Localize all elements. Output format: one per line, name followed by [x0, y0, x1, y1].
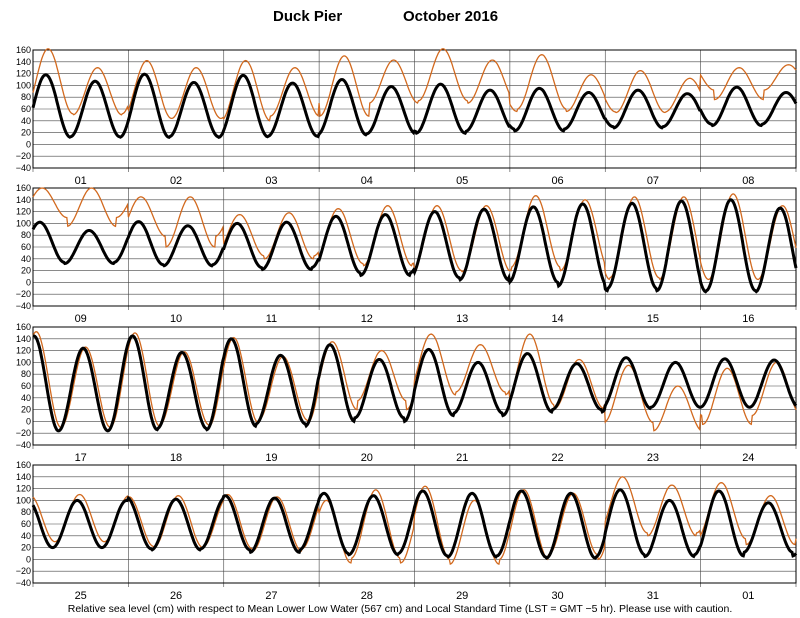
y-tick-label: 120 — [16, 69, 31, 79]
y-tick-label: 20 — [21, 543, 31, 553]
chart-title-station: Duck Pier — [273, 8, 342, 25]
y-tick-label: 60 — [21, 104, 31, 114]
y-tick-label: 40 — [21, 393, 31, 403]
y-tick-label: −20 — [16, 428, 31, 438]
observed-line — [32, 48, 797, 122]
y-tick-label: 80 — [21, 369, 31, 379]
y-tick-label: 160 — [16, 460, 31, 470]
day-label: 27 — [265, 590, 277, 602]
y-tick-label: 40 — [21, 116, 31, 126]
panel-frame — [32, 326, 797, 446]
day-label: 01 — [75, 175, 87, 187]
y-tick-label: 140 — [16, 472, 31, 482]
panel-frame — [32, 464, 797, 584]
day-label: 25 — [75, 590, 87, 602]
y-tick-label: 140 — [16, 334, 31, 344]
y-tick-label: 0 — [26, 416, 31, 426]
y-tick-label: −40 — [16, 163, 31, 173]
y-tick-label: 120 — [16, 346, 31, 356]
y-tick-label: 20 — [21, 128, 31, 138]
day-label: 30 — [551, 590, 563, 602]
day-label: 03 — [265, 175, 277, 187]
day-label: 26 — [170, 590, 182, 602]
y-tick-label: 60 — [21, 242, 31, 252]
day-label: 02 — [170, 175, 182, 187]
y-tick-label: 60 — [21, 381, 31, 391]
day-label: 29 — [456, 590, 468, 602]
y-tick-label: 160 — [16, 45, 31, 55]
predicted-line — [31, 488, 798, 560]
day-label: 20 — [361, 452, 373, 464]
y-tick-label: −40 — [16, 440, 31, 450]
y-tick-label: 100 — [16, 357, 31, 367]
y-tick-label: 20 — [21, 266, 31, 276]
y-tick-label: 140 — [16, 57, 31, 67]
day-label: 08 — [742, 175, 754, 187]
day-label: 07 — [647, 175, 659, 187]
day-label: 10 — [170, 313, 182, 325]
y-tick-label: 100 — [16, 80, 31, 90]
y-tick-label: 160 — [16, 322, 31, 332]
day-label: 05 — [456, 175, 468, 187]
y-tick-label: 120 — [16, 484, 31, 494]
day-label: 04 — [361, 175, 373, 187]
y-tick-label: 0 — [26, 554, 31, 564]
day-label: 19 — [265, 452, 277, 464]
y-tick-label: 0 — [26, 139, 31, 149]
y-tick-label: 80 — [21, 507, 31, 517]
chart-caption: Relative sea level (cm) with respect to … — [68, 603, 733, 615]
y-tick-label: −20 — [16, 151, 31, 161]
y-tick-label: 40 — [21, 254, 31, 264]
panel-frame — [32, 49, 797, 169]
day-label: 16 — [742, 313, 754, 325]
y-tick-label: 140 — [16, 195, 31, 205]
y-tick-label: 20 — [21, 405, 31, 415]
y-tick-label: −20 — [16, 289, 31, 299]
y-tick-label: 60 — [21, 519, 31, 529]
y-tick-label: 80 — [21, 92, 31, 102]
y-tick-label: 80 — [21, 230, 31, 240]
day-label: 22 — [551, 452, 563, 464]
y-tick-label: 100 — [16, 495, 31, 505]
day-label: 15 — [647, 313, 659, 325]
day-label: 23 — [647, 452, 659, 464]
day-label: 13 — [456, 313, 468, 325]
predicted-line — [31, 72, 798, 139]
day-label: 06 — [551, 175, 563, 187]
day-label: 18 — [170, 452, 182, 464]
predicted-line — [31, 198, 798, 294]
day-label: 17 — [75, 452, 87, 464]
day-label: 28 — [361, 590, 373, 602]
y-tick-label: 0 — [26, 277, 31, 287]
y-tick-label: 120 — [16, 207, 31, 217]
day-label: 11 — [266, 313, 277, 325]
day-label: 09 — [75, 313, 87, 325]
chart-title-month: October 2016 — [403, 8, 498, 25]
y-tick-label: 40 — [21, 531, 31, 541]
day-label: 14 — [551, 313, 563, 325]
day-label: 31 — [647, 590, 659, 602]
y-tick-label: −40 — [16, 578, 31, 588]
y-tick-label: 160 — [16, 183, 31, 193]
y-tick-label: −40 — [16, 301, 31, 311]
y-tick-label: −20 — [16, 566, 31, 576]
y-tick-label: 100 — [16, 218, 31, 228]
predicted-line — [32, 334, 798, 433]
day-label: 01 — [742, 590, 754, 602]
day-label: 12 — [361, 313, 373, 325]
day-label: 21 — [456, 452, 468, 464]
day-label: 24 — [742, 452, 754, 464]
